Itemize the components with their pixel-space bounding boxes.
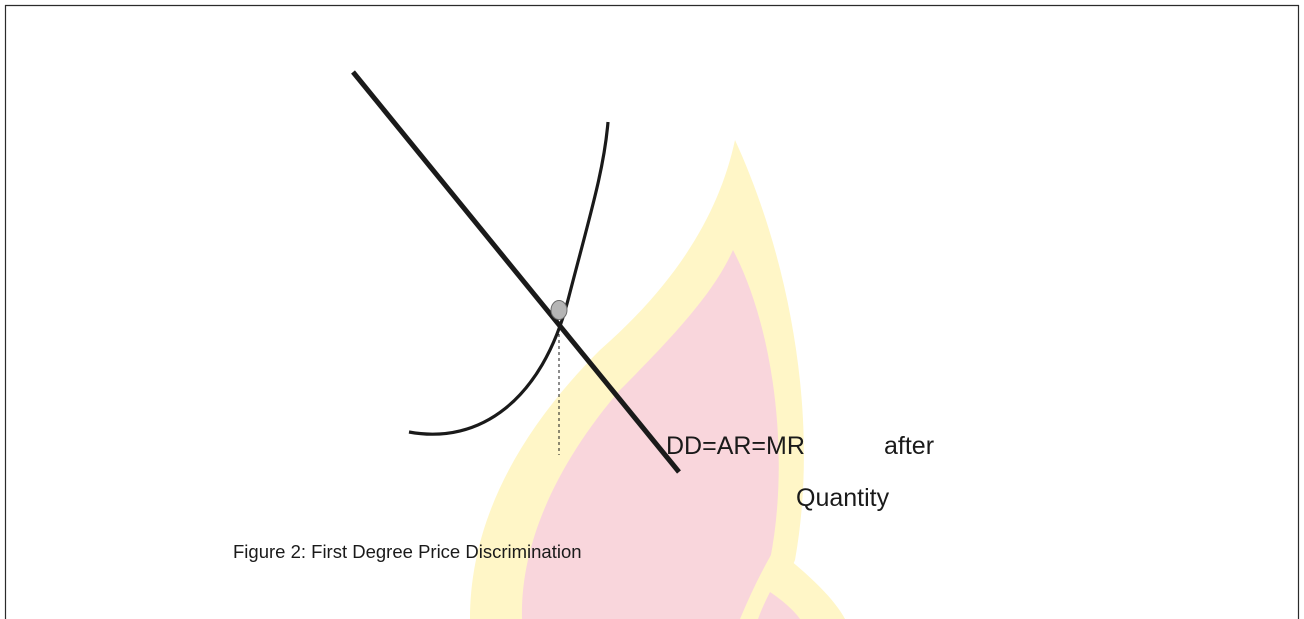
equilibrium-point (550, 300, 568, 320)
demand-curve-label: DD=AR=MR (666, 432, 805, 460)
flame-lower-tongue-inner-shape (758, 592, 800, 619)
figure-caption: Figure 2: First Degree Price Discriminat… (233, 541, 582, 562)
x-axis-label: Quantity (796, 484, 890, 512)
cost-curve (408, 121, 610, 436)
after-label: after (884, 432, 935, 460)
demand-line (351, 70, 681, 474)
